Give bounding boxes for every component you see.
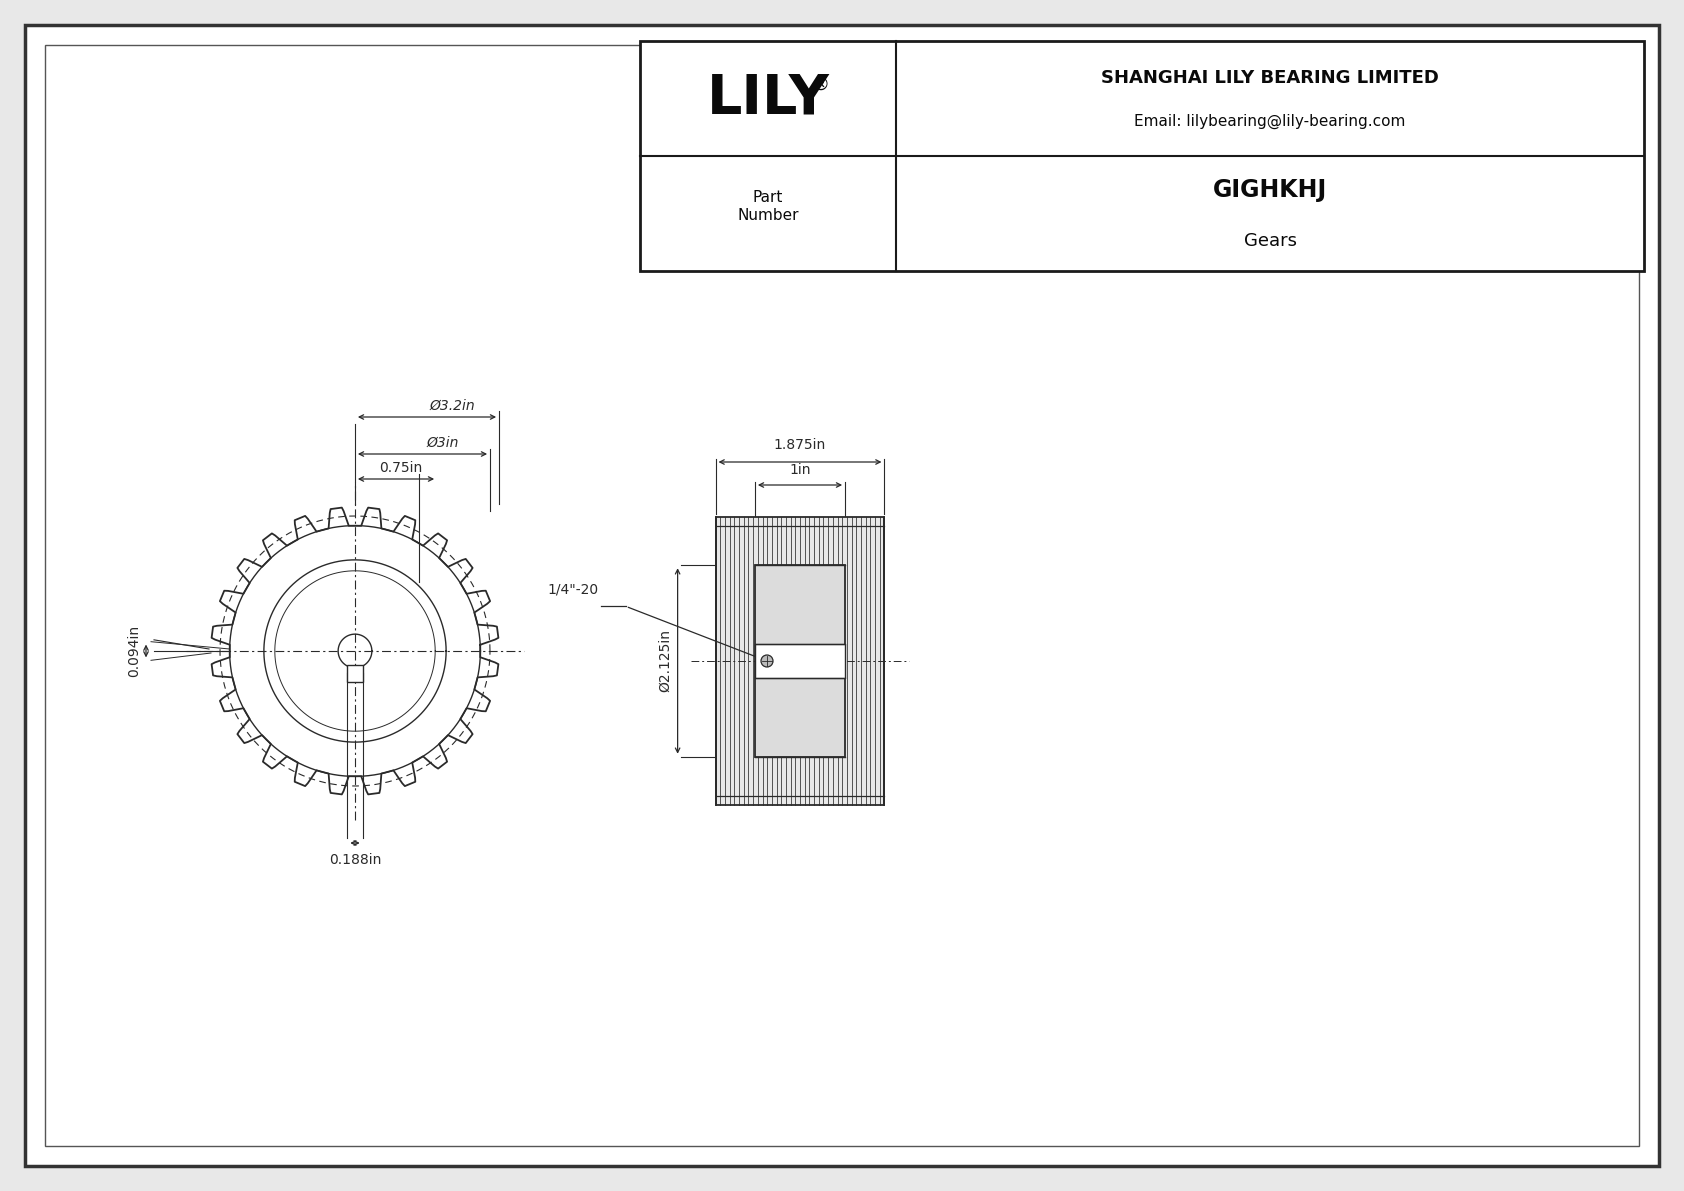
Polygon shape — [1332, 42, 1340, 45]
Bar — [1268, 67, 1273, 145]
Polygon shape — [1404, 55, 1418, 57]
Bar — [1351, 67, 1356, 145]
Text: 1.875in: 1.875in — [775, 438, 827, 453]
Bar — [1303, 67, 1308, 145]
Bar — [716, 517, 884, 805]
Text: 0.094in: 0.094in — [126, 625, 141, 676]
Bar — [640, 40, 1644, 272]
Bar — [1268, 67, 1411, 145]
Bar — [1376, 67, 1381, 145]
Bar — [1278, 67, 1283, 145]
Bar — [1273, 67, 1278, 145]
Polygon shape — [1349, 42, 1357, 45]
Circle shape — [761, 655, 773, 667]
Ellipse shape — [1330, 64, 1351, 69]
Bar — [1340, 67, 1346, 145]
Bar — [1325, 67, 1330, 145]
Text: SHANGHAI LILY BEARING LIMITED: SHANGHAI LILY BEARING LIMITED — [1101, 69, 1438, 87]
Text: Ø2.125in: Ø2.125in — [658, 630, 672, 692]
Polygon shape — [1288, 83, 1298, 87]
Bar — [1361, 67, 1366, 145]
Polygon shape — [1415, 69, 1428, 71]
Bar — [754, 566, 845, 756]
Bar — [1396, 67, 1401, 145]
Bar — [1366, 67, 1371, 145]
Bar — [1330, 67, 1335, 145]
Text: ®: ® — [812, 75, 829, 94]
Polygon shape — [1416, 64, 1428, 67]
Polygon shape — [1357, 87, 1366, 91]
Text: Email: lilybearing@lily-bearing.com: Email: lilybearing@lily-bearing.com — [1135, 114, 1406, 129]
Text: Ø3.2in: Ø3.2in — [429, 399, 475, 413]
Polygon shape — [1315, 43, 1324, 46]
Bar — [1298, 67, 1303, 145]
Bar — [754, 644, 845, 678]
Polygon shape — [1273, 80, 1285, 83]
Text: Part
Number: Part Number — [738, 191, 798, 223]
Polygon shape — [1381, 46, 1391, 50]
Polygon shape — [1253, 62, 1265, 64]
Polygon shape — [1410, 74, 1421, 76]
Polygon shape — [1340, 88, 1349, 92]
Bar — [1356, 67, 1361, 145]
Bar — [1320, 67, 1325, 145]
Text: Ø3in: Ø3in — [426, 436, 458, 450]
Bar — [1308, 67, 1371, 136]
Polygon shape — [1388, 82, 1399, 86]
Polygon shape — [1413, 60, 1425, 62]
Polygon shape — [1251, 67, 1263, 69]
Bar — [1346, 67, 1351, 145]
Bar — [1391, 67, 1396, 145]
Polygon shape — [1394, 50, 1406, 54]
Polygon shape — [1282, 48, 1292, 51]
Polygon shape — [1366, 44, 1374, 48]
Bar — [1314, 67, 1320, 145]
Text: 1/4"-20: 1/4"-20 — [547, 582, 598, 597]
Polygon shape — [1324, 88, 1332, 92]
Ellipse shape — [1308, 57, 1371, 75]
Text: 1in: 1in — [790, 463, 810, 478]
Text: Gears: Gears — [1243, 232, 1297, 250]
Bar — [1288, 67, 1293, 145]
Polygon shape — [1263, 76, 1275, 79]
Polygon shape — [1297, 45, 1307, 49]
Bar — [1386, 67, 1391, 145]
Polygon shape — [1258, 57, 1271, 60]
Text: 0.75in: 0.75in — [379, 461, 423, 475]
Text: GIGHKHJ: GIGHKHJ — [1212, 179, 1327, 202]
Bar — [1371, 67, 1376, 145]
Bar — [347, 665, 362, 681]
Polygon shape — [1307, 86, 1315, 89]
Bar — [1293, 67, 1298, 145]
Bar — [1283, 67, 1288, 145]
Bar — [1401, 67, 1406, 145]
Bar — [1308, 67, 1314, 145]
Text: LILY: LILY — [707, 71, 830, 125]
Circle shape — [1312, 85, 1320, 92]
Text: 0.188in: 0.188in — [328, 853, 381, 867]
Polygon shape — [1268, 52, 1280, 55]
Bar — [1406, 67, 1411, 145]
Bar — [1381, 67, 1386, 145]
Bar — [1335, 67, 1340, 145]
Polygon shape — [1255, 71, 1268, 74]
Polygon shape — [1399, 79, 1413, 81]
Ellipse shape — [1263, 45, 1416, 88]
Polygon shape — [1374, 85, 1383, 88]
